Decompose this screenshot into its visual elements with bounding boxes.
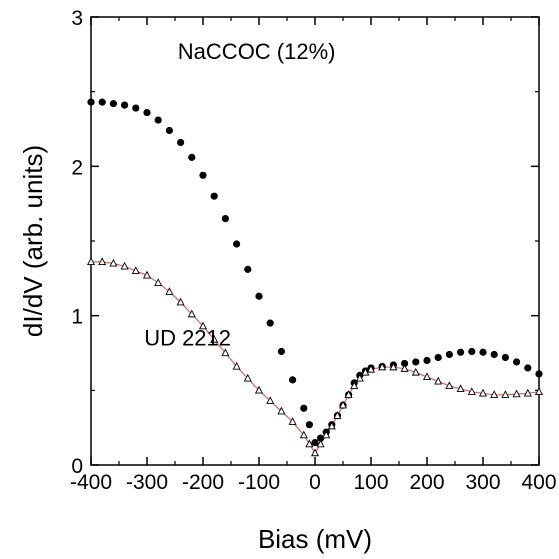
data-point-circle bbox=[311, 439, 318, 446]
data-point-circle bbox=[222, 215, 229, 222]
plot-frame bbox=[91, 17, 539, 465]
data-point-circle bbox=[87, 99, 94, 106]
x-tick-label: -100 bbox=[238, 471, 280, 494]
data-point-circle bbox=[289, 376, 296, 383]
data-point-circle bbox=[99, 99, 106, 106]
data-point-circle bbox=[132, 104, 139, 111]
data-point-circle bbox=[155, 116, 162, 123]
data-point-circle bbox=[300, 405, 307, 412]
x-tick-label: 300 bbox=[465, 471, 500, 494]
data-point-circle bbox=[524, 364, 531, 371]
data-point-circle bbox=[244, 266, 251, 273]
data-point-circle bbox=[278, 348, 285, 355]
y-tick-label: 2 bbox=[71, 156, 83, 179]
x-axis-title: Bias (mV) bbox=[258, 524, 372, 554]
annotation-naccoc: NaCCOC (12%) bbox=[178, 39, 336, 64]
data-point-triangle bbox=[166, 288, 173, 294]
data-point-circle bbox=[502, 354, 509, 361]
data-point-circle bbox=[457, 349, 464, 356]
data-point-circle bbox=[166, 127, 173, 134]
y-tick-label: 3 bbox=[71, 7, 83, 30]
data-point-circle bbox=[188, 154, 195, 161]
y-tick-label: 0 bbox=[71, 455, 83, 478]
data-point-triangle bbox=[155, 279, 162, 285]
x-tick-label: -200 bbox=[182, 471, 224, 494]
series-open-triangles bbox=[88, 258, 543, 455]
data-point-circle bbox=[446, 351, 453, 358]
x-tick-label: -300 bbox=[126, 471, 168, 494]
data-point-circle bbox=[177, 139, 184, 146]
data-point-circle bbox=[412, 358, 419, 365]
data-point-circle bbox=[110, 100, 117, 107]
tick-labels: -400 -300 -200 -100 0 100 200 300 400 0 1 2 3 bbox=[70, 7, 557, 494]
data-point-circle bbox=[211, 193, 218, 200]
annotation-ud2212: UD 2212 bbox=[144, 326, 231, 351]
data-point-circle bbox=[267, 320, 274, 327]
data-point-circle bbox=[306, 421, 313, 428]
x-tick-label: 0 bbox=[309, 471, 321, 494]
x-tick-label: 200 bbox=[409, 471, 444, 494]
data-point-circle bbox=[423, 357, 430, 364]
data-point-circle bbox=[143, 109, 150, 116]
data-point-circle bbox=[435, 354, 442, 361]
x-tick-label: 400 bbox=[521, 471, 556, 494]
data-point-circle bbox=[233, 240, 240, 247]
data-point-circle bbox=[491, 351, 498, 358]
data-point-circle bbox=[479, 349, 486, 356]
y-tick-label: 1 bbox=[71, 306, 83, 329]
data-point-circle bbox=[199, 172, 206, 179]
axis-ticks bbox=[91, 17, 539, 465]
data-point-circle bbox=[513, 358, 520, 365]
data-point-circle bbox=[255, 293, 262, 300]
data-point-triangle bbox=[536, 388, 543, 394]
data-point-circle bbox=[121, 102, 128, 109]
data-point-circle bbox=[535, 370, 542, 377]
data-point-circle bbox=[468, 348, 475, 355]
x-tick-label: 100 bbox=[353, 471, 388, 494]
fit-line bbox=[91, 262, 539, 453]
y-axis-title: dI/dV (arb. units) bbox=[18, 145, 48, 337]
